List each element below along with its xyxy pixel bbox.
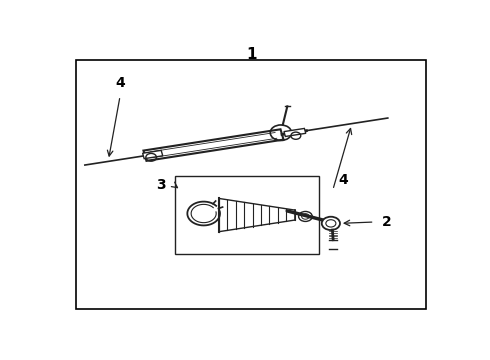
- Text: 1: 1: [246, 48, 256, 62]
- Text: 4: 4: [339, 174, 348, 187]
- Text: 2: 2: [382, 215, 392, 229]
- Bar: [143, 150, 163, 159]
- Bar: [144, 129, 284, 161]
- Text: 3: 3: [156, 177, 166, 192]
- Bar: [284, 129, 306, 136]
- Bar: [175, 176, 319, 254]
- Circle shape: [322, 217, 340, 230]
- Text: 4: 4: [115, 76, 125, 90]
